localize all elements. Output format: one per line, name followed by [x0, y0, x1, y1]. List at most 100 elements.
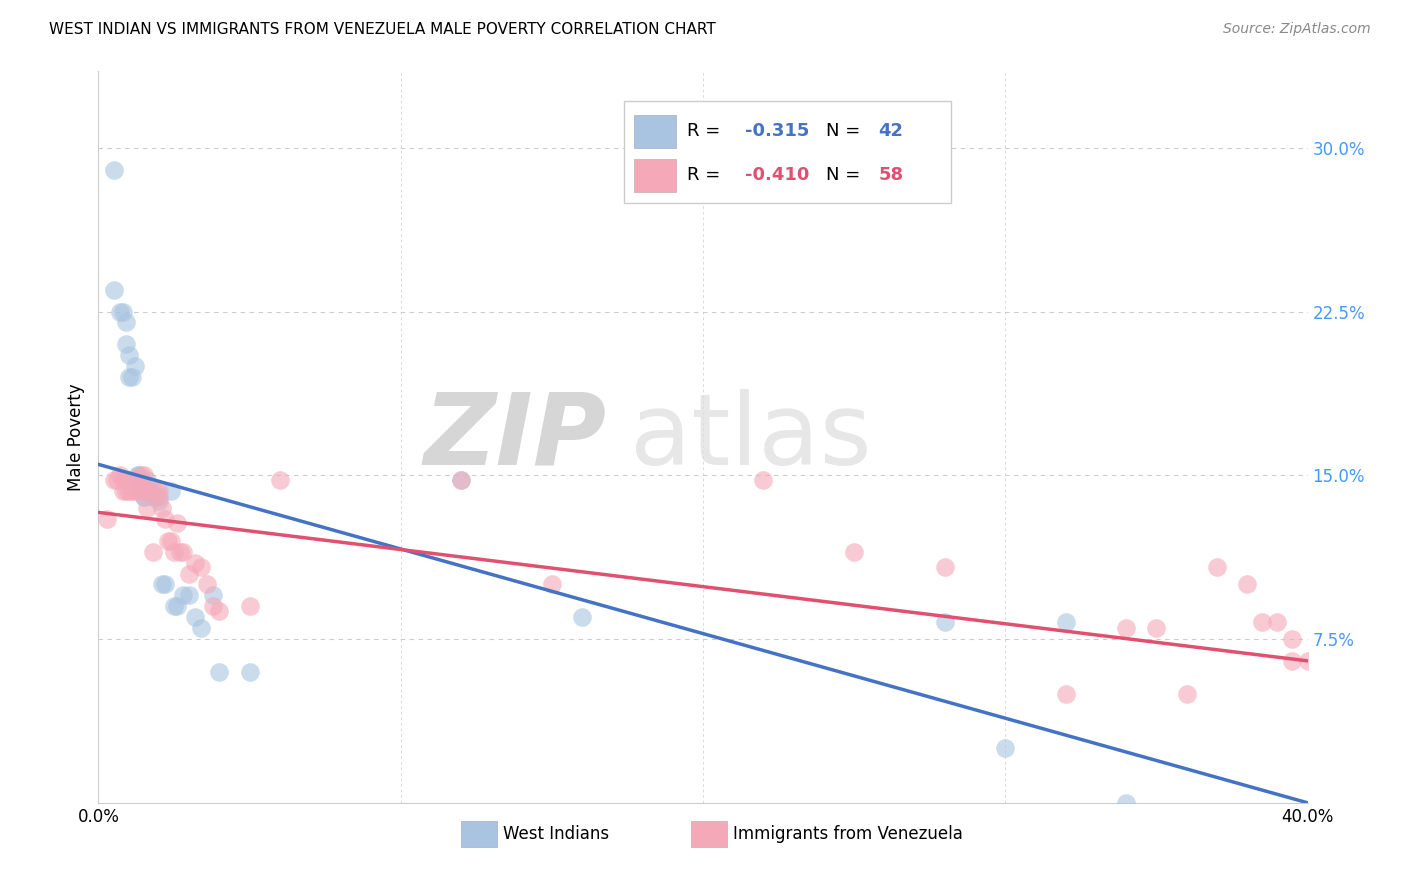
Point — [108, 468, 131, 483]
Point — [118, 483, 141, 498]
Point — [127, 473, 149, 487]
Point — [127, 468, 149, 483]
Point — [166, 516, 188, 531]
Point — [145, 490, 167, 504]
Text: West Indians: West Indians — [503, 825, 610, 843]
Bar — [690, 821, 727, 847]
Point — [994, 741, 1017, 756]
Point — [135, 473, 157, 487]
Point — [1281, 654, 1303, 668]
Point — [202, 599, 225, 614]
Point — [179, 588, 201, 602]
Point — [132, 490, 155, 504]
Point — [118, 473, 141, 487]
Point — [1054, 687, 1077, 701]
Point — [571, 610, 593, 624]
Point — [172, 545, 194, 559]
Point — [540, 577, 562, 591]
Point — [103, 473, 125, 487]
Point — [103, 162, 125, 177]
Point — [139, 483, 162, 498]
Point — [127, 473, 149, 487]
Point — [208, 665, 231, 679]
Point — [190, 560, 212, 574]
Point — [118, 348, 141, 362]
Point — [156, 533, 179, 548]
Point — [124, 483, 146, 498]
Point — [121, 483, 143, 498]
Point — [844, 545, 866, 559]
Point — [752, 473, 775, 487]
Point — [145, 483, 167, 498]
Point — [195, 577, 218, 591]
Text: -0.315: -0.315 — [745, 122, 810, 140]
Point — [450, 473, 472, 487]
Point — [184, 556, 207, 570]
Text: -0.410: -0.410 — [745, 166, 810, 185]
Point — [124, 473, 146, 487]
Point — [142, 545, 165, 559]
Point — [1144, 621, 1167, 635]
Bar — [634, 159, 676, 192]
Point — [184, 610, 207, 624]
Point — [1267, 615, 1289, 629]
Point — [129, 473, 152, 487]
Point — [934, 615, 956, 629]
Point — [239, 665, 262, 679]
Point — [129, 483, 152, 498]
Text: N =: N = — [827, 166, 866, 185]
Text: R =: R = — [688, 122, 727, 140]
Point — [269, 473, 291, 487]
Point — [150, 501, 173, 516]
Point — [132, 483, 155, 498]
Point — [166, 599, 188, 614]
Point — [142, 483, 165, 498]
Point — [132, 490, 155, 504]
Point — [153, 512, 176, 526]
Point — [111, 483, 134, 498]
Point — [121, 370, 143, 384]
Point — [1115, 796, 1137, 810]
Point — [150, 577, 173, 591]
Point — [208, 604, 231, 618]
Point — [934, 560, 956, 574]
Point — [132, 479, 155, 493]
Text: atlas: atlas — [630, 389, 872, 485]
Point — [114, 315, 136, 329]
Point — [202, 588, 225, 602]
Point — [1236, 577, 1258, 591]
Text: ZIP: ZIP — [423, 389, 606, 485]
Point — [148, 483, 170, 498]
Point — [239, 599, 262, 614]
Text: 58: 58 — [879, 166, 904, 185]
Bar — [461, 821, 498, 847]
Point — [1175, 687, 1198, 701]
Point — [118, 370, 141, 384]
Point — [105, 473, 128, 487]
Point — [135, 483, 157, 498]
Text: Source: ZipAtlas.com: Source: ZipAtlas.com — [1223, 22, 1371, 37]
Point — [160, 533, 183, 548]
Point — [163, 545, 186, 559]
Point — [111, 304, 134, 318]
Text: R =: R = — [688, 166, 727, 185]
Point — [96, 512, 118, 526]
Bar — [634, 115, 676, 148]
Point — [163, 599, 186, 614]
Text: N =: N = — [827, 122, 866, 140]
Point — [127, 468, 149, 483]
Point — [1054, 615, 1077, 629]
Y-axis label: Male Poverty: Male Poverty — [66, 384, 84, 491]
Point — [132, 468, 155, 483]
Point — [129, 468, 152, 483]
Point — [450, 473, 472, 487]
Point — [142, 490, 165, 504]
Point — [103, 283, 125, 297]
Point — [1281, 632, 1303, 646]
Point — [127, 483, 149, 498]
Point — [129, 479, 152, 493]
Text: 42: 42 — [879, 122, 903, 140]
Point — [169, 545, 191, 559]
Point — [148, 490, 170, 504]
Point — [114, 337, 136, 351]
